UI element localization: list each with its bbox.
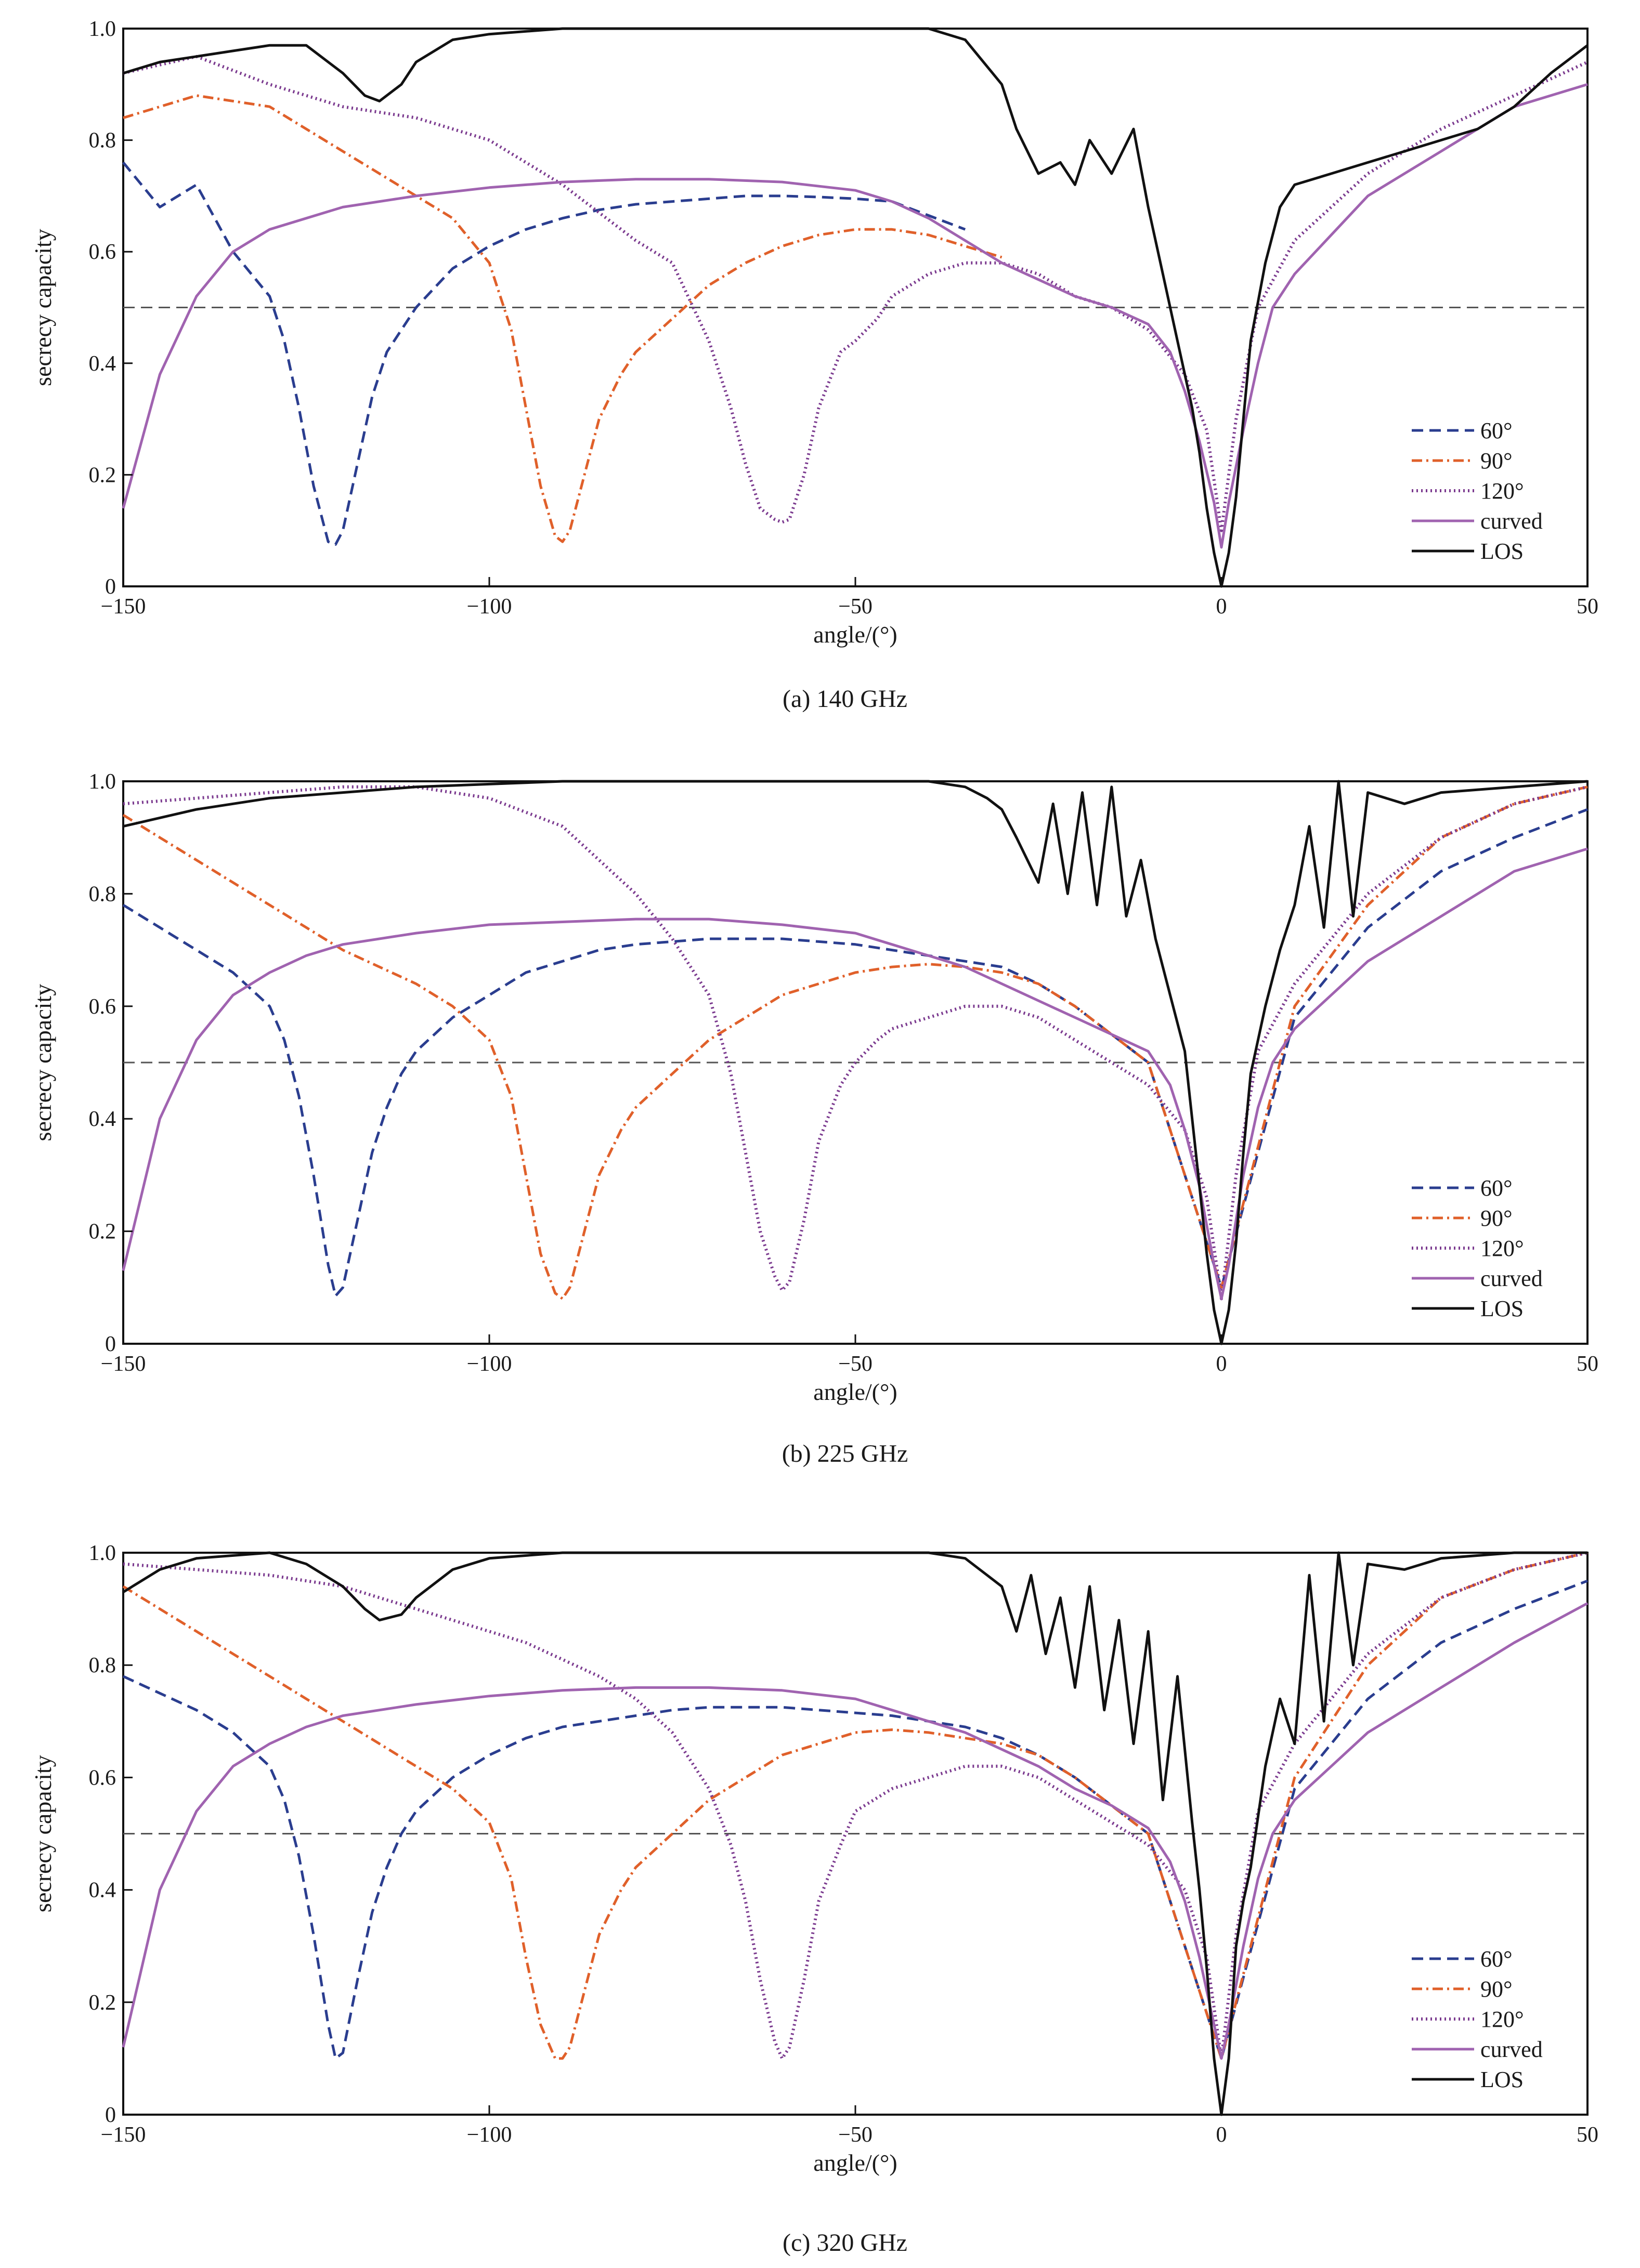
panel-b: −150 −100 −50 0 50 0 0.2 0.4 0.6 0.8 1.0 angle/(°) s… bbox=[30, 770, 1598, 1467]
y-axis-label: secrecy capacity bbox=[30, 229, 56, 386]
x-tick-label: −150 bbox=[101, 1352, 146, 1376]
x-tick-label: 50 bbox=[1577, 595, 1598, 619]
series-line-90 bbox=[122, 785, 1588, 1300]
legend-label: 60° bbox=[1480, 1175, 1513, 1201]
y-tick-label: 0 bbox=[105, 575, 116, 599]
y-tick-label: 0.6 bbox=[89, 240, 116, 264]
y-axis-label: secrecy capacity bbox=[30, 1755, 56, 1912]
series-line-120 bbox=[123, 785, 1588, 1301]
panel-caption: (b) 225 GHz bbox=[782, 1440, 908, 1467]
x-tick-label: −150 bbox=[101, 2123, 146, 2147]
y-tick-label: 0.2 bbox=[89, 1991, 116, 2015]
legend-label: 60° bbox=[1480, 1946, 1513, 1972]
legend-label: LOS bbox=[1480, 1296, 1524, 1321]
series-line-90 bbox=[122, 1551, 1588, 2060]
panel-c: −150 −100 −50 0 50 0 0.2 0.4 0.6 0.8 1.0 angle/(°) s… bbox=[30, 1541, 1598, 2257]
panel-a: −150 −100 −50 0 50 0 0.2 0.4 0.6 0.8 1.0 angle/(°) s… bbox=[30, 17, 1598, 713]
legend-label: curved bbox=[1480, 508, 1543, 534]
x-tick-label: 0 bbox=[1216, 1352, 1227, 1376]
legend-label: 120° bbox=[1480, 478, 1524, 504]
legend-label: curved bbox=[1480, 2037, 1543, 2062]
x-tick-label: 0 bbox=[1216, 2123, 1227, 2147]
series-line-60 bbox=[122, 1579, 1588, 2060]
panel-caption: (c) 320 GHz bbox=[783, 2229, 907, 2257]
y-tick-label: 0.2 bbox=[89, 1220, 116, 1244]
y-tick-label: 1.0 bbox=[89, 770, 116, 794]
y-tick-label: 0 bbox=[105, 2103, 116, 2127]
panel-caption: (a) 140 GHz bbox=[783, 685, 907, 713]
y-tick-label: 0.4 bbox=[89, 1879, 116, 1903]
x-tick-label: −50 bbox=[838, 1352, 873, 1376]
legend-label: 90° bbox=[1480, 1205, 1513, 1231]
y-tick-label: 0.2 bbox=[89, 463, 116, 487]
y-tick-label: 0.8 bbox=[89, 129, 116, 153]
y-tick-label: 0.4 bbox=[89, 1107, 116, 1131]
x-tick-label: −50 bbox=[838, 2123, 873, 2147]
y-tick-label: 0.6 bbox=[89, 1766, 116, 1790]
legend-label: 90° bbox=[1480, 448, 1513, 474]
series-line-60 bbox=[122, 808, 1588, 1297]
x-tick-label: −50 bbox=[838, 595, 873, 619]
y-tick-label: 0.4 bbox=[89, 352, 116, 376]
y-tick-label: 1.0 bbox=[89, 1541, 116, 1565]
series-line-60 bbox=[122, 161, 966, 546]
legend-label: LOS bbox=[1480, 2067, 1524, 2092]
y-tick-label: 0.8 bbox=[89, 1654, 116, 1677]
x-axis-label: angle/(°) bbox=[813, 2149, 897, 2176]
series-line-los bbox=[123, 780, 1588, 1345]
series-line-curved bbox=[122, 83, 1588, 549]
legend-label: 120° bbox=[1480, 1236, 1524, 1261]
series-line-120 bbox=[123, 55, 1589, 532]
series-line-90 bbox=[123, 94, 1003, 543]
x-tick-label: −150 bbox=[101, 595, 146, 619]
x-tick-label: −100 bbox=[467, 2123, 512, 2147]
x-axis-label: angle/(°) bbox=[813, 1379, 897, 1405]
series-line-los bbox=[123, 27, 1589, 588]
x-tick-label: −100 bbox=[467, 1352, 512, 1376]
x-tick-label: 50 bbox=[1577, 1352, 1598, 1376]
legend-label: 60° bbox=[1480, 418, 1513, 443]
x-tick-label: 50 bbox=[1577, 2123, 1598, 2147]
x-tick-label: −100 bbox=[467, 595, 512, 619]
y-tick-label: 0.8 bbox=[89, 882, 116, 906]
legend-label: 90° bbox=[1480, 1976, 1513, 2002]
x-tick-label: 0 bbox=[1216, 595, 1227, 619]
legend-label: LOS bbox=[1480, 539, 1524, 564]
series-line-curved bbox=[122, 847, 1588, 1300]
legend-label: curved bbox=[1480, 1266, 1543, 1291]
series-line-120 bbox=[123, 1551, 1588, 2060]
x-axis-label: angle/(°) bbox=[813, 621, 897, 648]
y-tick-label: 0.6 bbox=[89, 995, 116, 1019]
y-tick-label: 1.0 bbox=[89, 17, 116, 41]
y-axis-label: secrecy capacity bbox=[30, 984, 56, 1142]
series-line-los bbox=[122, 1551, 1587, 2116]
y-tick-label: 0 bbox=[105, 1332, 116, 1356]
series-line-curved bbox=[122, 1602, 1589, 2060]
legend-label: 120° bbox=[1480, 2007, 1524, 2032]
